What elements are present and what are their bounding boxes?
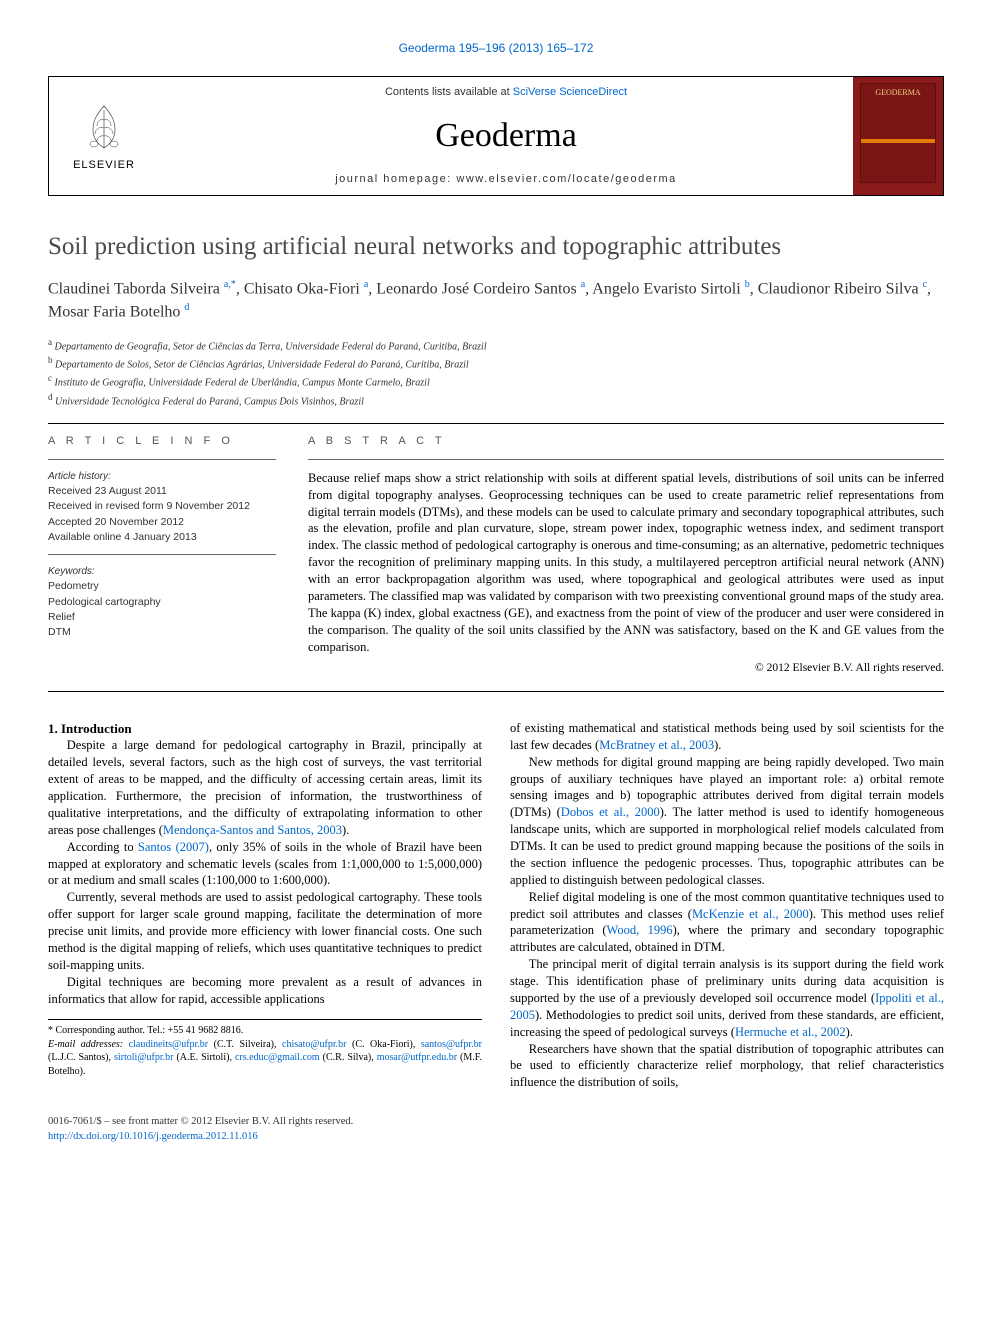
history-line: Available online 4 January 2013 xyxy=(48,530,276,544)
history-line: Received 23 August 2011 xyxy=(48,484,276,498)
info-rule-1 xyxy=(48,459,276,460)
abstract-col: A B S T R A C T Because relief maps show… xyxy=(308,434,944,677)
affiliation-line: c Instituto de Geografia, Universidade F… xyxy=(48,372,944,390)
info-rule-2 xyxy=(48,554,276,555)
body-p5: of existing mathematical and statistical… xyxy=(510,720,944,754)
contents-line: Contents lists available at SciVerse Sci… xyxy=(159,85,853,100)
p5-start: of existing mathematical and statistical… xyxy=(510,721,944,752)
p1-end: ). xyxy=(342,823,349,837)
cite-wood[interactable]: Wood, 1996 xyxy=(607,923,673,937)
article-info-heading: A R T I C L E I N F O xyxy=(48,434,276,449)
history-line: Accepted 20 November 2012 xyxy=(48,515,276,529)
rule-top xyxy=(48,423,944,424)
body-p6: New methods for digital ground mapping a… xyxy=(510,754,944,889)
body-p1: Despite a large demand for pedological c… xyxy=(48,737,482,838)
body-p9: Researchers have shown that the spatial … xyxy=(510,1041,944,1092)
abs-rule xyxy=(308,459,944,460)
email-link[interactable]: chisato@ufpr.br xyxy=(282,1039,346,1050)
p8-mid: ). Methodologies to predict soil units, … xyxy=(510,1008,944,1039)
email-addresses: E-mail addresses: claudineits@ufpr.br (C… xyxy=(48,1038,482,1079)
cite-hermuche[interactable]: Hermuche et al., 2002 xyxy=(735,1025,846,1039)
history-lines: Received 23 August 2011Received in revis… xyxy=(48,484,276,544)
email-link[interactable]: claudineits@ufpr.br xyxy=(129,1039,208,1050)
body-p2: According to Santos (2007), only 35% of … xyxy=(48,839,482,890)
cite-santos-2007[interactable]: Santos (2007) xyxy=(138,840,209,854)
authors-line: Claudinei Taborda Silveira a,*, Chisato … xyxy=(48,278,944,323)
body-p3: Currently, several methods are used to a… xyxy=(48,889,482,973)
journal-title: Geoderma xyxy=(159,113,853,159)
p5-end: ). xyxy=(714,738,721,752)
journal-cover-thumb: GEODERMA xyxy=(860,83,936,183)
doi-link[interactable]: http://dx.doi.org/10.1016/j.geoderma.201… xyxy=(48,1131,258,1142)
journal-reference: Geoderma 195–196 (2013) 165–172 xyxy=(48,40,944,56)
body-p4: Digital techniques are becoming more pre… xyxy=(48,974,482,1008)
abstract-heading: A B S T R A C T xyxy=(308,434,944,449)
cite-mendonca[interactable]: Mendonça-Santos and Santos, 2003 xyxy=(163,823,342,837)
publisher-logo-cell: ELSEVIER xyxy=(49,77,159,195)
corresponding-author: * Corresponding author. Tel.: +55 41 968… xyxy=(48,1024,482,1038)
homepage-line: journal homepage: www.elsevier.com/locat… xyxy=(159,172,853,187)
journal-cover-cell: GEODERMA xyxy=(853,77,943,195)
affiliations: a Departamento de Geografia, Setor de Ci… xyxy=(48,336,944,409)
info-abstract-row: A R T I C L E I N F O Article history: R… xyxy=(48,434,944,677)
body-p8: The principal merit of digital terrain a… xyxy=(510,956,944,1040)
body-p7: Relief digital modeling is one of the mo… xyxy=(510,889,944,957)
footnotes-block: * Corresponding author. Tel.: +55 41 968… xyxy=(48,1019,482,1078)
homepage-prefix: journal homepage: xyxy=(335,173,456,185)
keyword-line: Pedometry xyxy=(48,579,276,593)
history-line: Received in revised form 9 November 2012 xyxy=(48,499,276,513)
issn-line: 0016-7061/$ – see front matter © 2012 El… xyxy=(48,1115,944,1130)
article-info-col: A R T I C L E I N F O Article history: R… xyxy=(48,434,276,677)
cite-mcbratney[interactable]: McBratney et al., 2003 xyxy=(599,738,714,752)
publisher-name: ELSEVIER xyxy=(73,158,135,173)
p2-start: According to xyxy=(67,840,138,854)
homepage-url: www.elsevier.com/locate/geoderma xyxy=(456,173,676,185)
keyword-line: Pedological cartography xyxy=(48,595,276,609)
header-center: Contents lists available at SciVerse Sci… xyxy=(159,77,853,195)
email-link[interactable]: mosar@utfpr.edu.br xyxy=(377,1052,457,1063)
journal-header-box: ELSEVIER Contents lists available at Sci… xyxy=(48,76,944,196)
email-link[interactable]: sirtoli@ufpr.br xyxy=(114,1052,173,1063)
email-link[interactable]: santos@ufpr.br xyxy=(421,1039,482,1050)
journal-ref-link[interactable]: Geoderma 195–196 (2013) 165–172 xyxy=(399,41,594,55)
keyword-line: Relief xyxy=(48,610,276,624)
history-label: Article history: xyxy=(48,470,276,484)
keyword-line: DTM xyxy=(48,625,276,639)
sciencedirect-link[interactable]: SciVerse ScienceDirect xyxy=(513,86,627,98)
footer-block: 0016-7061/$ – see front matter © 2012 El… xyxy=(48,1115,944,1144)
rule-bottom xyxy=(48,691,944,692)
section-1-heading: 1. Introduction xyxy=(48,720,482,738)
article-title: Soil prediction using artificial neural … xyxy=(48,232,944,262)
contents-prefix: Contents lists available at xyxy=(385,86,513,98)
body-columns: 1. Introduction Despite a large demand f… xyxy=(48,720,944,1091)
cite-mckenzie[interactable]: McKenzie et al., 2000 xyxy=(692,907,809,921)
keyword-lines: Pedometry Pedological cartographyReliefDT… xyxy=(48,579,276,639)
affiliation-line: b Departamento de Solos, Setor de Ciênci… xyxy=(48,354,944,372)
affiliation-line: a Departamento de Geografia, Setor de Ci… xyxy=(48,336,944,354)
abstract-text: Because relief maps show a strict relati… xyxy=(308,470,944,656)
keywords-label: Keywords: xyxy=(48,565,276,579)
email-link[interactable]: crs.educ@gmail.com xyxy=(235,1052,320,1063)
abstract-copyright: © 2012 Elsevier B.V. All rights reserved… xyxy=(308,661,944,677)
p8-end: ). xyxy=(846,1025,853,1039)
elsevier-tree-icon xyxy=(77,100,131,154)
affiliation-line: d Universidade Tecnológica Federal do Pa… xyxy=(48,391,944,409)
asterisk-icon: * xyxy=(48,1025,56,1036)
cite-dobos[interactable]: Dobos et al., 2000 xyxy=(561,805,660,819)
cover-orange-bar xyxy=(861,139,935,143)
corr-text: Corresponding author. Tel.: +55 41 9682 … xyxy=(56,1025,244,1036)
cover-label: GEODERMA xyxy=(875,88,920,97)
